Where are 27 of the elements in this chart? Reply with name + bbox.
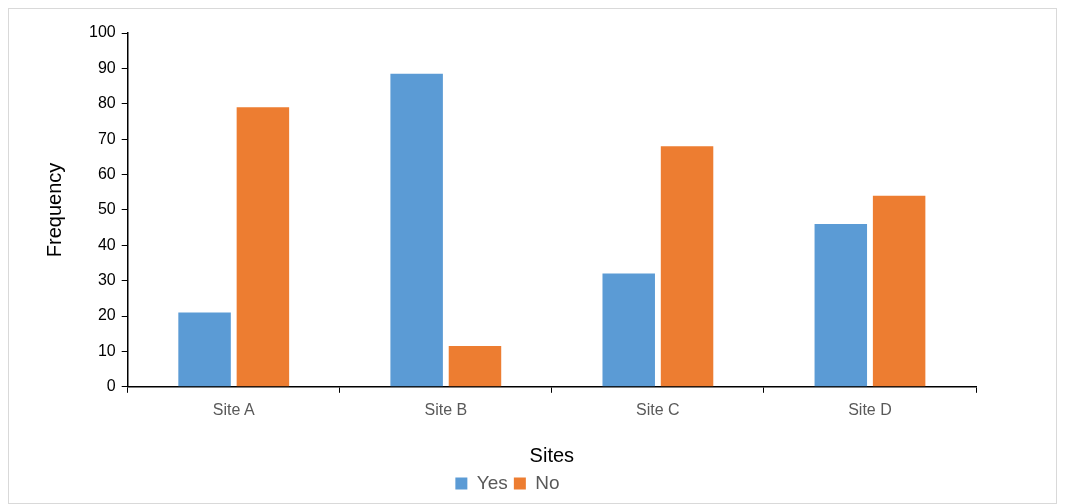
y-tick-label: 60 (97, 164, 116, 182)
x-tick-label: Site C (636, 400, 680, 418)
y-tick-label: 50 (97, 200, 116, 218)
y-tick-label: 20 (97, 306, 116, 324)
legend-label: No (535, 471, 560, 493)
bar (602, 273, 655, 387)
bar (814, 224, 868, 387)
x-tick-label: Site A (212, 400, 255, 418)
y-tick-label: 40 (97, 235, 116, 253)
y-axis-title: Frequency (42, 162, 65, 258)
y-tick-label: 0 (106, 377, 116, 395)
y-tick-label: 70 (97, 129, 116, 147)
y-tick-label: 80 (97, 94, 116, 112)
bar (872, 195, 926, 387)
bar (660, 146, 714, 387)
x-tick-label: Site D (848, 400, 892, 418)
y-tick-label: 90 (97, 58, 116, 76)
bar (236, 107, 290, 387)
x-tick-label: Site B (424, 400, 468, 418)
bar (448, 346, 502, 387)
y-tick-label: 30 (97, 271, 116, 289)
x-axis-title: Sites (529, 443, 575, 466)
y-tick-label: 100 (88, 23, 116, 41)
bar (390, 73, 443, 387)
y-tick-label: 10 (97, 341, 116, 359)
legend-label: Yes (476, 471, 508, 493)
bar (178, 312, 231, 387)
